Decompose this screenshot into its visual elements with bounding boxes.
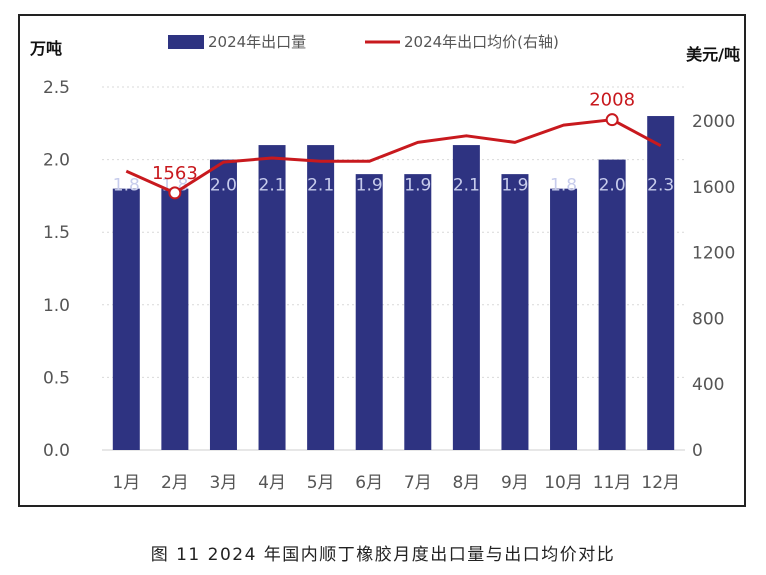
x-tick-label: 7月 (404, 473, 432, 493)
right-tick-label: 0 (692, 441, 703, 461)
left-tick-label: 0.0 (43, 441, 70, 461)
bar-value-label: 2.0 (210, 176, 237, 196)
x-tick-label: 2月 (161, 473, 189, 493)
bar (550, 188, 578, 450)
chart-frame: 1.8 1.8 2.0 2.1 2.1 1.9 1.9 2.1 1.9 1.8 2.0 2.3 156… (18, 14, 746, 507)
right-tick-label: 1200 (692, 244, 735, 264)
bar-value-label: 1.9 (404, 176, 431, 196)
right-tick-label: 400 (692, 375, 724, 395)
right-axis-unit: 美元/吨 (686, 45, 740, 64)
legend-line-label: 2024年出口均价(右轴) (404, 33, 559, 51)
x-tick-label: 5月 (307, 473, 335, 493)
bar-value-label: 2.1 (453, 176, 480, 196)
bar (307, 145, 335, 450)
right-tick-label: 2000 (692, 112, 735, 132)
price-annotation: 2008 (589, 90, 635, 111)
x-tick-label: 12月 (641, 473, 680, 493)
axes: 0.0 0.5 1.0 1.5 2.0 2.5 0 400 800 1200 1600 2000 1月 2… (43, 78, 735, 493)
left-tick-label: 1.5 (43, 223, 70, 243)
right-tick-label: 1600 (692, 178, 735, 198)
bar (209, 159, 237, 450)
x-tick-label: 8月 (452, 473, 480, 493)
price-marker (168, 186, 182, 200)
left-tick-label: 2.5 (43, 78, 70, 98)
left-tick-label: 0.5 (43, 368, 70, 388)
bar (647, 116, 675, 450)
x-tick-label: 6月 (355, 473, 383, 493)
left-tick-label: 1.0 (43, 296, 70, 316)
bar (404, 174, 432, 450)
bar-value-label: 2.1 (307, 176, 334, 196)
bar (161, 188, 189, 450)
price-line-path (125, 118, 662, 195)
left-tick-label: 2.0 (43, 151, 70, 171)
bar (258, 145, 286, 450)
x-tick-label: 9月 (501, 473, 529, 493)
price-line: 1563 2008 (125, 90, 662, 200)
x-tick-label: 4月 (258, 473, 286, 493)
bar-labels: 1.8 1.8 2.0 2.1 2.1 1.9 1.9 2.1 1.9 1.8 2.0 2.3 (113, 176, 674, 196)
chart: 1.8 1.8 2.0 2.1 2.1 1.9 1.9 2.1 1.9 1.8 2.0 2.3 156… (29, 33, 740, 493)
bar-value-label: 2.1 (259, 176, 286, 196)
figure-caption: 图 11 2024 年国内顺丁橡胶月度出口量与出口均价对比 (150, 545, 616, 565)
legend: 2024年出口量 2024年出口均价(右轴) (168, 33, 559, 51)
x-tick-label: 1月 (112, 473, 140, 493)
bar (452, 145, 480, 450)
x-tick-label: 3月 (210, 473, 238, 493)
bar-value-label: 2.0 (599, 176, 626, 196)
bar-value-label: 1.8 (550, 176, 577, 196)
bar-value-label: 1.9 (356, 176, 383, 196)
price-annotation: 1563 (152, 163, 198, 184)
x-tick-label: 10月 (544, 473, 583, 493)
x-tick-label: 11月 (593, 473, 632, 493)
bar (112, 188, 140, 450)
gridlines (102, 86, 685, 451)
legend-bar-label: 2024年出口量 (208, 33, 306, 51)
bar (501, 174, 529, 450)
bar-value-label: 1.8 (113, 176, 140, 196)
bar-value-label: 2.3 (647, 176, 674, 196)
bar-value-label: 1.9 (501, 176, 528, 196)
right-tick-label: 800 (692, 309, 724, 329)
bar (598, 159, 626, 450)
bars (112, 116, 675, 450)
legend-bar-swatch (168, 35, 204, 49)
left-axis-unit: 万吨 (29, 39, 62, 58)
bar (355, 174, 383, 450)
price-marker (605, 113, 619, 127)
